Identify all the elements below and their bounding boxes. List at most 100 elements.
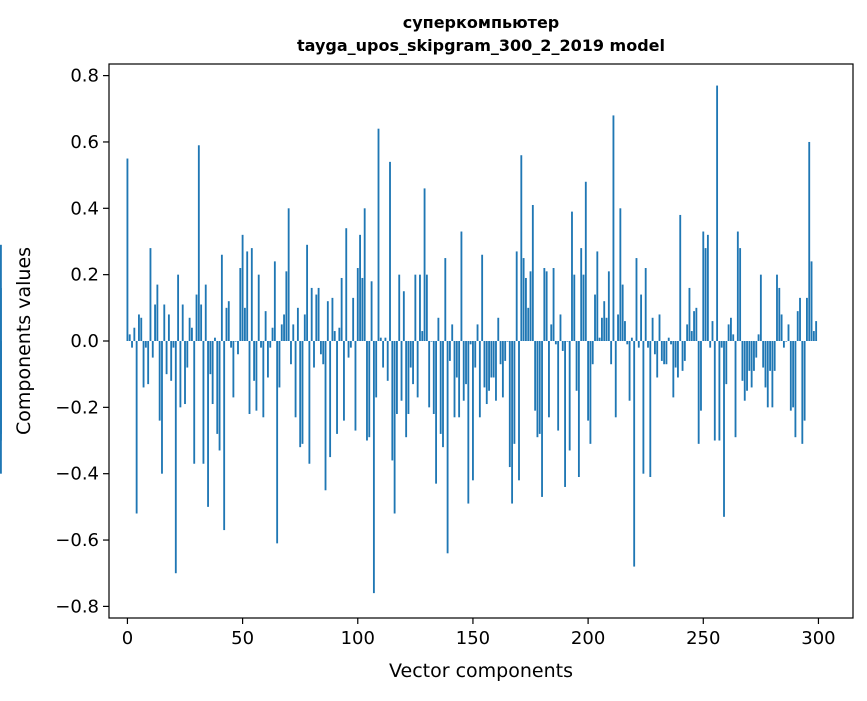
bar bbox=[454, 341, 456, 417]
bar bbox=[672, 341, 674, 397]
bar bbox=[788, 324, 790, 341]
bar bbox=[642, 341, 644, 474]
bar bbox=[221, 255, 223, 341]
bar bbox=[355, 341, 357, 431]
bar bbox=[511, 341, 513, 504]
bar bbox=[684, 341, 686, 361]
bar bbox=[753, 341, 755, 371]
bar bbox=[594, 295, 596, 341]
bar bbox=[161, 341, 163, 474]
bar bbox=[463, 341, 465, 401]
bar bbox=[765, 341, 767, 387]
bar bbox=[742, 341, 744, 381]
bar bbox=[695, 308, 697, 341]
bar bbox=[666, 341, 668, 364]
bar bbox=[283, 314, 285, 341]
bar bbox=[364, 208, 366, 341]
bar bbox=[583, 275, 585, 341]
bar bbox=[207, 341, 209, 507]
bar bbox=[470, 341, 472, 344]
bar bbox=[596, 251, 598, 341]
bar bbox=[693, 311, 695, 341]
bar bbox=[387, 341, 389, 381]
bar bbox=[647, 341, 649, 348]
bar bbox=[239, 268, 241, 341]
bar bbox=[424, 188, 426, 341]
bar bbox=[219, 341, 221, 450]
bar bbox=[513, 341, 515, 444]
bar bbox=[589, 341, 591, 444]
bar bbox=[525, 278, 527, 341]
bar bbox=[216, 341, 218, 434]
bar bbox=[412, 341, 414, 384]
bar bbox=[488, 341, 490, 391]
bar bbox=[251, 248, 253, 341]
bar bbox=[679, 215, 681, 341]
bar bbox=[175, 341, 177, 573]
bar bbox=[449, 341, 451, 361]
bar bbox=[154, 305, 156, 341]
bar bbox=[638, 341, 640, 348]
bar bbox=[534, 341, 536, 411]
bar bbox=[725, 341, 727, 384]
bar bbox=[295, 341, 297, 417]
bar bbox=[308, 341, 310, 464]
bar bbox=[320, 341, 322, 354]
bar bbox=[170, 341, 172, 381]
bar bbox=[617, 314, 619, 341]
bar bbox=[569, 341, 571, 450]
bar bbox=[502, 341, 504, 397]
bar bbox=[297, 308, 299, 341]
bar bbox=[223, 341, 225, 530]
bar bbox=[200, 305, 202, 341]
bar bbox=[474, 341, 476, 368]
bar bbox=[571, 212, 573, 341]
bar bbox=[156, 285, 158, 341]
y-tick-label: −0.2 bbox=[55, 397, 99, 418]
bar bbox=[272, 328, 274, 341]
bar bbox=[497, 318, 499, 341]
x-tick-label: 50 bbox=[231, 628, 254, 649]
y-tick-label: −0.4 bbox=[55, 464, 99, 485]
bar bbox=[274, 261, 276, 341]
bar bbox=[380, 338, 382, 341]
bar bbox=[244, 308, 246, 341]
bar bbox=[461, 232, 463, 341]
x-tick-label: 300 bbox=[801, 628, 835, 649]
bar bbox=[806, 298, 808, 341]
bar bbox=[129, 334, 131, 341]
bar bbox=[792, 341, 794, 407]
bar bbox=[813, 331, 815, 341]
bar bbox=[760, 275, 762, 341]
bar bbox=[315, 295, 317, 341]
bar bbox=[735, 341, 737, 437]
bar bbox=[0, 341, 2, 441]
bar bbox=[179, 341, 181, 407]
bar bbox=[677, 341, 679, 377]
bar bbox=[633, 341, 635, 567]
bar bbox=[682, 341, 684, 371]
bar bbox=[771, 341, 773, 407]
bar bbox=[686, 324, 688, 341]
bar bbox=[451, 324, 453, 341]
bar bbox=[332, 298, 334, 341]
bar bbox=[520, 155, 522, 341]
bar bbox=[504, 341, 506, 361]
bar bbox=[426, 275, 428, 341]
bar bbox=[166, 341, 168, 374]
bar bbox=[398, 275, 400, 341]
bar bbox=[318, 288, 320, 341]
bar bbox=[350, 341, 352, 348]
bar bbox=[716, 86, 718, 341]
bar bbox=[815, 321, 817, 341]
bar bbox=[258, 275, 260, 341]
bar bbox=[744, 341, 746, 401]
bar bbox=[196, 295, 198, 341]
bar bbox=[253, 341, 255, 381]
bar bbox=[652, 318, 654, 341]
bar bbox=[578, 341, 580, 477]
bar bbox=[279, 341, 281, 387]
bar bbox=[797, 311, 799, 341]
bar bbox=[668, 338, 670, 341]
